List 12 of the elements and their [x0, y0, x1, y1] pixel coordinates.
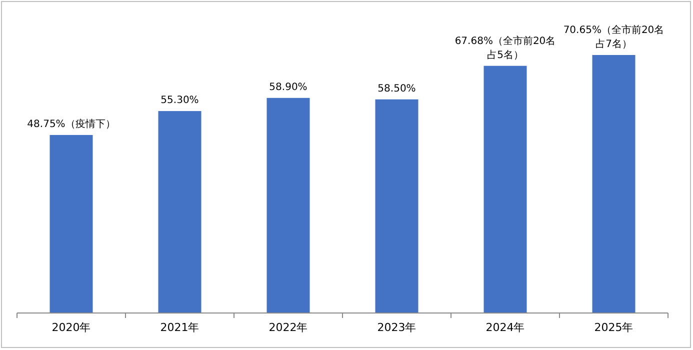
x-tick-label: 2021年	[160, 321, 200, 334]
data-label: 48.75%（疫情下）	[27, 118, 116, 130]
x-tick-label: 2024年	[486, 321, 525, 334]
x-tick-label: 2023年	[377, 321, 416, 334]
x-tick-label: 2022年	[268, 321, 308, 334]
data-label: 70.65%（全市前20名占7名）	[563, 24, 664, 50]
x-tick-label: 2025年	[594, 321, 634, 334]
x-tick-label: 2020年	[52, 321, 91, 334]
data-label: 58.50%	[378, 83, 416, 94]
data-label: 67.68%（全市前20名占5名）	[454, 34, 556, 61]
data-label: 58.90%	[269, 82, 308, 93]
data-label: 55.30%	[160, 95, 199, 106]
